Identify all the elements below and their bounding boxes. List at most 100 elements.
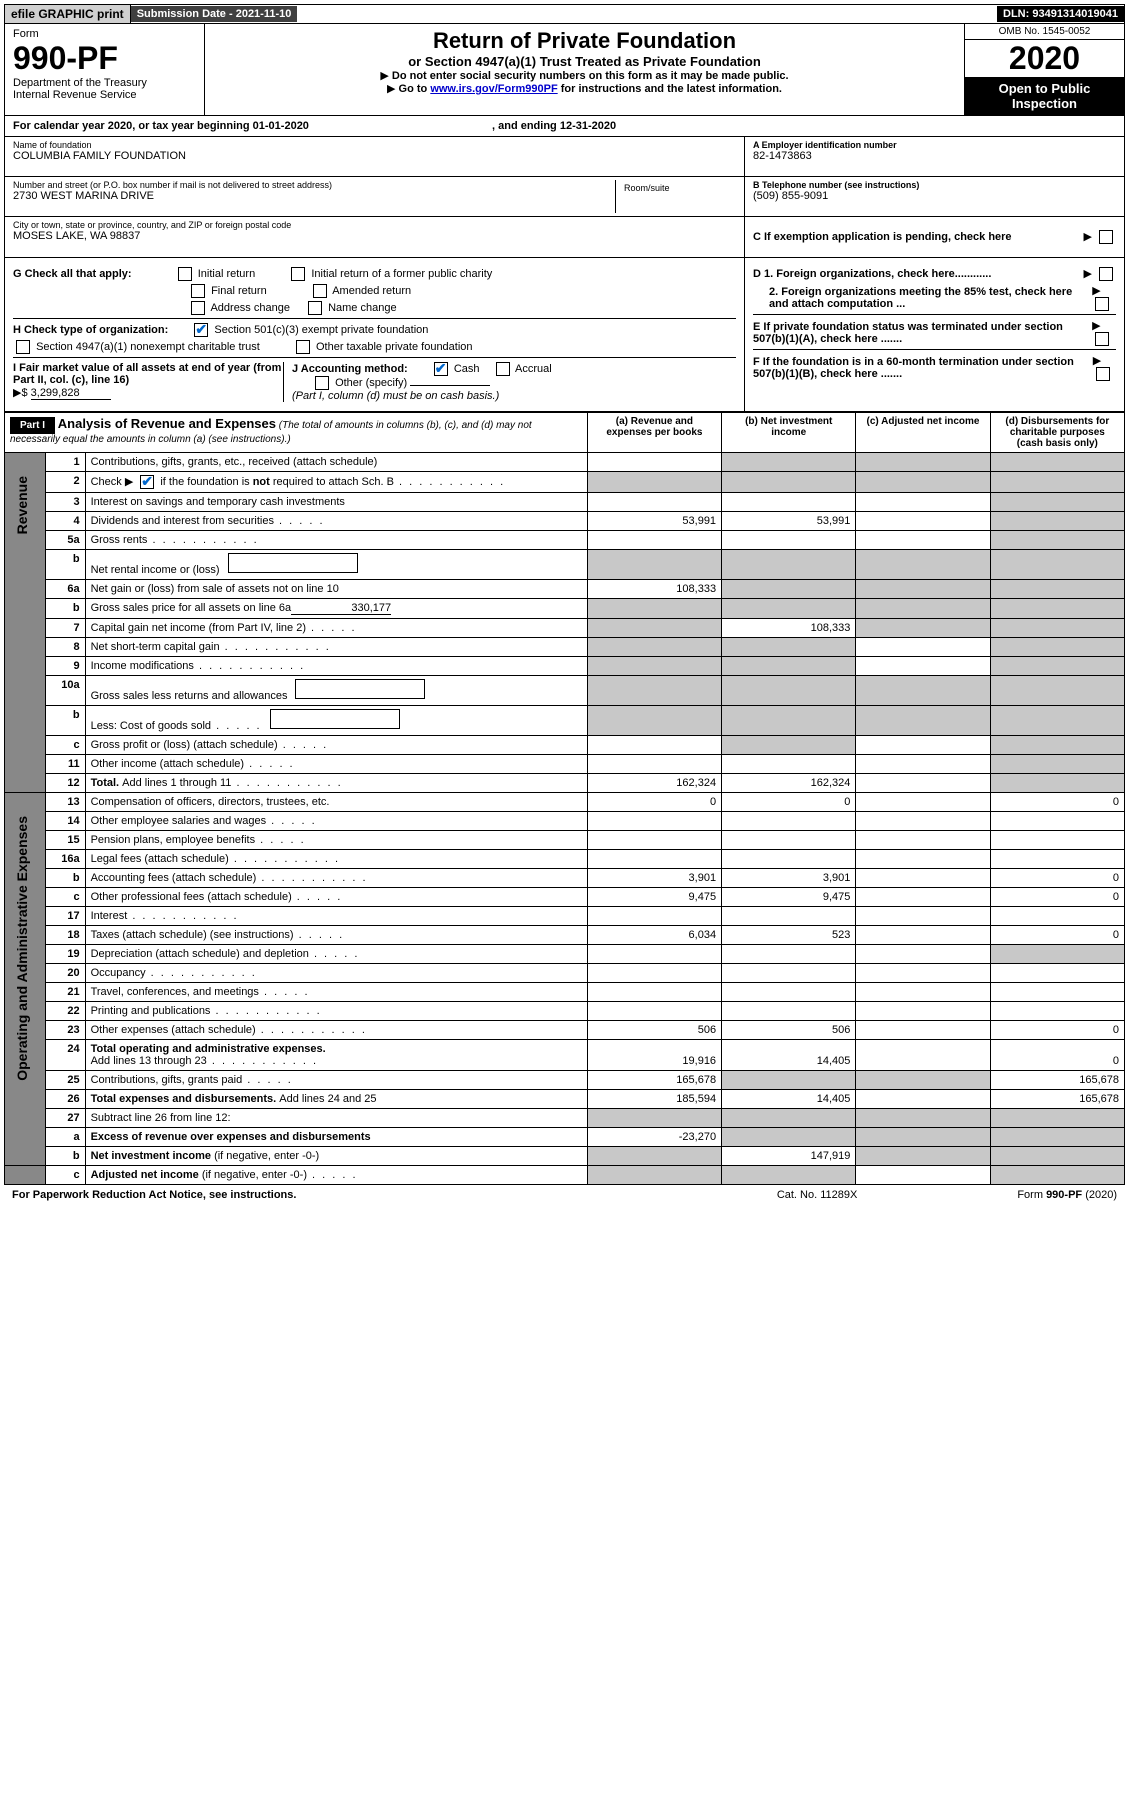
line-desc: Net investment income (if negative, ente… [85, 1147, 587, 1166]
dln: DLN: 93491314019041 [997, 6, 1124, 22]
ein-label: A Employer identification number [753, 140, 897, 150]
amount: 0 [990, 793, 1124, 812]
footer: For Paperwork Reduction Act Notice, see … [4, 1185, 1125, 1205]
form-subtitle: or Section 4947(a)(1) Trust Treated as P… [213, 54, 956, 69]
g-initial-return[interactable] [178, 267, 192, 281]
line-num: 6a [45, 580, 85, 599]
amount: -23,270 [587, 1128, 721, 1147]
calendar-year-row: For calendar year 2020, or tax year begi… [4, 116, 1125, 137]
irs-link[interactable]: www.irs.gov/Form990PF [430, 83, 557, 95]
line-num: 23 [45, 1021, 85, 1040]
line-desc: Pension plans, employee benefits [85, 831, 587, 850]
expenses-sidebar: Operating and Administrative Expenses [10, 796, 34, 1101]
revenue-sidebar: Revenue [10, 456, 34, 554]
phone-label: B Telephone number (see instructions) [753, 180, 919, 190]
g-name-change[interactable] [308, 301, 322, 315]
col-b-header: (b) Net investment income [722, 413, 856, 453]
instr-link-row: Go to www.irs.gov/Form990PF for instruct… [213, 82, 956, 95]
e-checkbox[interactable] [1095, 332, 1109, 346]
line-num: 26 [45, 1090, 85, 1109]
foundation-name: COLUMBIA FAMILY FOUNDATION [13, 150, 736, 162]
amount: 53,991 [587, 512, 721, 531]
exemption-checkbox[interactable] [1099, 230, 1113, 244]
col-a-header: (a) Revenue and expenses per books [587, 413, 721, 453]
line-desc: Check if the foundation is not required … [85, 472, 587, 493]
line-desc: Travel, conferences, and meetings [85, 983, 587, 1002]
check-sections: G Check all that apply: Initial return I… [4, 258, 1125, 412]
h-501c3[interactable] [194, 323, 208, 337]
paperwork-notice: For Paperwork Reduction Act Notice, see … [12, 1189, 296, 1201]
address: 2730 WEST MARINA DRIVE [13, 190, 615, 202]
j-cash[interactable] [434, 362, 448, 376]
line-desc: Capital gain net income (from Part IV, l… [85, 619, 587, 638]
amount: 0 [990, 926, 1124, 945]
amount: 6,034 [587, 926, 721, 945]
f-checkbox[interactable] [1096, 367, 1110, 381]
line-num: c [45, 1166, 85, 1185]
line-num: b [45, 550, 85, 580]
g-final-return[interactable] [191, 284, 205, 298]
amount: 185,594 [587, 1090, 721, 1109]
j-label: J Accounting method: [292, 363, 408, 375]
line-desc: Excess of revenue over expenses and disb… [85, 1128, 587, 1147]
line-desc: Contributions, gifts, grants paid [85, 1071, 587, 1090]
g-initial-former[interactable] [291, 267, 305, 281]
amount: 108,333 [722, 619, 856, 638]
line-desc: Interest [85, 907, 587, 926]
g-amended[interactable] [313, 284, 327, 298]
line-desc: Other expenses (attach schedule) [85, 1021, 587, 1040]
h-4947[interactable] [16, 340, 30, 354]
city-label: City or town, state or province, country… [13, 220, 736, 230]
line-num: 17 [45, 907, 85, 926]
line-desc: Gross profit or (loss) (attach schedule) [85, 736, 587, 755]
part1-table: Part I Analysis of Revenue and Expenses … [4, 412, 1125, 1185]
amount: 165,678 [990, 1071, 1124, 1090]
g-label: G Check all that apply: [13, 268, 132, 280]
line-desc: Net gain or (loss) from sale of assets n… [85, 580, 587, 599]
line-desc: Accounting fees (attach schedule) [85, 869, 587, 888]
line-num: 9 [45, 657, 85, 676]
line-desc: Interest on savings and temporary cash i… [85, 493, 587, 512]
submission-date: Submission Date - 2021-11-10 [131, 6, 298, 22]
form-header: Form 990-PF Department of the Treasury I… [4, 24, 1125, 116]
line-num: b [45, 1147, 85, 1166]
line-desc: Less: Cost of goods sold [85, 706, 587, 736]
d1-label: D 1. Foreign organizations, check here..… [753, 268, 991, 280]
line-num: 11 [45, 755, 85, 774]
form-number: 990-PF [13, 40, 196, 77]
top-bar: efile GRAPHIC print Submission Date - 20… [4, 4, 1125, 24]
line-desc: Dividends and interest from securities [85, 512, 587, 531]
efile-print-button[interactable]: efile GRAPHIC print [5, 5, 131, 23]
part1-title: Analysis of Revenue and Expenses [58, 416, 276, 431]
line-num: 5a [45, 531, 85, 550]
line-desc: Total operating and administrative expen… [85, 1040, 587, 1071]
d2-checkbox[interactable] [1095, 297, 1109, 311]
line-desc: Contributions, gifts, grants, etc., rece… [85, 453, 587, 472]
amount: 0 [722, 793, 856, 812]
line-num: 15 [45, 831, 85, 850]
g-address-change[interactable] [191, 301, 205, 315]
line-desc: Gross sales price for all assets on line… [85, 599, 587, 619]
amount: 147,919 [722, 1147, 856, 1166]
amount: 0 [990, 1021, 1124, 1040]
amount: 506 [587, 1021, 721, 1040]
schb-checkbox[interactable] [140, 475, 154, 489]
line-num: 1 [45, 453, 85, 472]
line-num: 4 [45, 512, 85, 531]
amount: 19,916 [587, 1040, 721, 1071]
j-other[interactable] [315, 376, 329, 390]
line-num: 19 [45, 945, 85, 964]
amount: 165,678 [587, 1071, 721, 1090]
amount: 0 [990, 869, 1124, 888]
line-desc: Subtract line 26 from line 12: [85, 1109, 587, 1128]
ein: 82-1473863 [753, 150, 1116, 162]
d1-checkbox[interactable] [1099, 267, 1113, 281]
line-desc: Compensation of officers, directors, tru… [85, 793, 587, 812]
city-state-zip: MOSES LAKE, WA 98837 [13, 230, 736, 242]
line-desc: Gross rents [85, 531, 587, 550]
j-accrual[interactable] [496, 362, 510, 376]
line-desc: Gross sales less returns and allowances [85, 676, 587, 706]
h-other-taxable[interactable] [296, 340, 310, 354]
phone: (509) 855-9091 [753, 190, 1116, 202]
fmv-prefix: ▶$ [13, 387, 28, 399]
